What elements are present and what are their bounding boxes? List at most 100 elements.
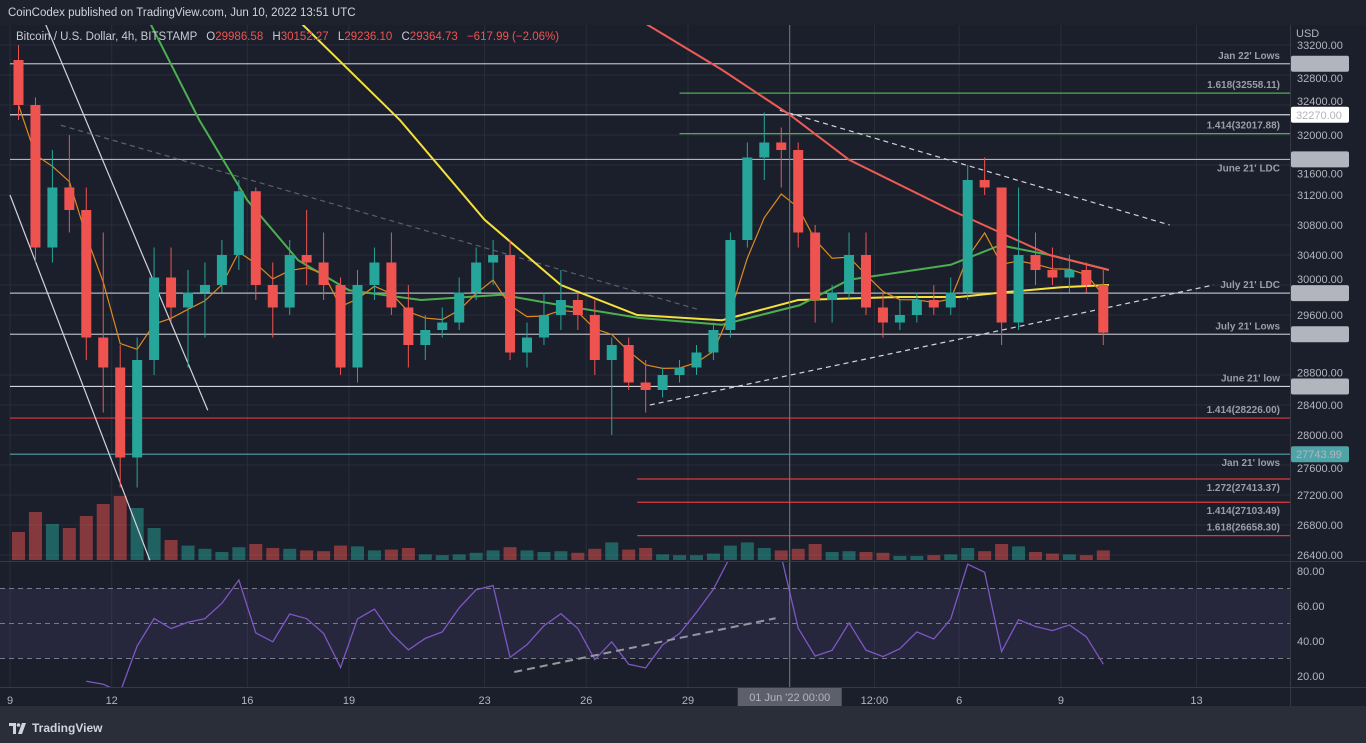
candle-up: [538, 292, 549, 345]
time-tick-label: 16: [241, 695, 253, 706]
candle-body: [759, 142, 770, 158]
price-level-label: 29343.10: [1296, 329, 1342, 341]
candle-down: [115, 345, 126, 488]
price-axis[interactable]: 33200.00 32800.00 32400.00 32000.00 31600.00…: [1291, 40, 1349, 562]
candle-down: [98, 232, 109, 413]
price-tick-label: 32400.00: [1297, 96, 1343, 108]
volume-bar: [1096, 550, 1110, 560]
candle-body: [335, 285, 346, 368]
candle-down: [13, 45, 24, 120]
volume-bar: [300, 550, 314, 560]
change-value: −617.99 (−2.06%): [466, 31, 560, 43]
volume-bar: [384, 549, 398, 560]
candle-body: [166, 277, 177, 308]
volume-bar: [859, 552, 873, 560]
candle-body: [284, 255, 295, 308]
time-axis[interactable]: 9 12 16 19 23 26 29 12:00 6 9 13 01 Jun '22 00:00: [7, 688, 1203, 706]
tradingview-logo[interactable]: TradingView: [9, 721, 102, 735]
candle-body: [945, 292, 956, 308]
candle-down: [1030, 232, 1041, 285]
volume-bar: [1062, 554, 1076, 560]
candle-down: [64, 135, 75, 233]
volume-bar: [249, 544, 263, 560]
candle-up: [216, 240, 227, 293]
volume-bar: [927, 555, 941, 560]
candle-up: [844, 232, 855, 300]
volume-bar: [774, 550, 788, 560]
volume-bar: [706, 553, 720, 560]
candle-body: [386, 262, 397, 308]
candle-down: [810, 225, 821, 323]
volume-bar: [266, 548, 280, 560]
open-key: O: [206, 31, 216, 43]
volume-bar: [45, 524, 59, 560]
candle-up: [199, 262, 210, 338]
candle-up: [437, 307, 448, 338]
candle-body: [149, 277, 160, 360]
footer: TradingView: [0, 706, 1366, 743]
candlestick-chart[interactable]: Jan 22' Lows 1.618(32558.11) 1.414(32017.8…: [0, 0, 1366, 706]
candle-body: [708, 330, 719, 353]
candle-body: [962, 180, 973, 293]
price-level-label: 32270.00: [1296, 110, 1342, 122]
level-label: June 21' LDC: [1217, 163, 1280, 174]
candle-up: [352, 270, 363, 383]
price-level-label: 27743.99: [1296, 449, 1342, 461]
candle-down: [301, 210, 312, 285]
rsi-axis: 80.00 60.00 40.00 20.00: [1297, 566, 1325, 683]
candle-up: [691, 345, 702, 375]
price-tick-label: 27600.00: [1297, 463, 1343, 475]
candles: [13, 45, 1109, 488]
candle-body: [877, 307, 888, 323]
price-level-box: [1291, 151, 1349, 168]
volume-bar: [12, 532, 25, 560]
currency-label: USD: [1296, 28, 1319, 40]
candle-down: [403, 285, 414, 368]
candle-body: [979, 180, 990, 188]
volume-bar: [791, 548, 805, 560]
price-level-box: [1291, 55, 1349, 72]
price-tick-label: 28000.00: [1297, 430, 1343, 442]
candle-body: [996, 187, 1007, 323]
time-tick-label: 9: [7, 695, 13, 706]
volume-bar: [130, 508, 144, 560]
volume-bar: [723, 545, 737, 560]
candle-body: [98, 337, 109, 368]
candle-down: [81, 187, 92, 360]
level-label: 1.414(28226.00): [1207, 405, 1280, 416]
candle-up: [488, 240, 499, 285]
candle-down: [861, 232, 871, 315]
time-tick-label: 6: [956, 695, 962, 706]
trendline: [649, 284, 1214, 406]
level-label: 1.618(26658.30): [1207, 523, 1280, 534]
candle-up: [725, 232, 736, 338]
candle-body: [216, 255, 227, 285]
volume-bar: [995, 544, 1009, 560]
level-label: June 21' low: [1221, 373, 1280, 384]
candle-body: [844, 255, 855, 293]
candle-down: [793, 142, 804, 248]
candle-body: [894, 315, 905, 323]
moving-average-line: [645, 25, 1110, 271]
candle-body: [488, 255, 499, 263]
candle-up: [759, 112, 770, 180]
candle-body: [250, 191, 261, 285]
volume-bar: [28, 512, 42, 560]
volume-bar: [79, 516, 93, 560]
candle-down: [250, 187, 261, 300]
volume-bar: [740, 542, 754, 560]
candle-down: [318, 232, 329, 300]
candle-body: [1098, 285, 1109, 333]
volume-bar: [317, 551, 331, 560]
candle-up: [962, 165, 973, 300]
candle-up: [454, 277, 465, 330]
candle-body: [725, 240, 736, 330]
publisher-bar: CoinCodex published on TradingView.com, …: [0, 0, 1366, 25]
moving-average-line: [149, 25, 1110, 326]
candle-up: [911, 292, 922, 323]
candle-down: [572, 292, 583, 330]
candle-down: [30, 97, 41, 263]
volume-bar: [673, 555, 687, 560]
volume-bar: [554, 551, 568, 560]
candle-up: [233, 180, 244, 270]
